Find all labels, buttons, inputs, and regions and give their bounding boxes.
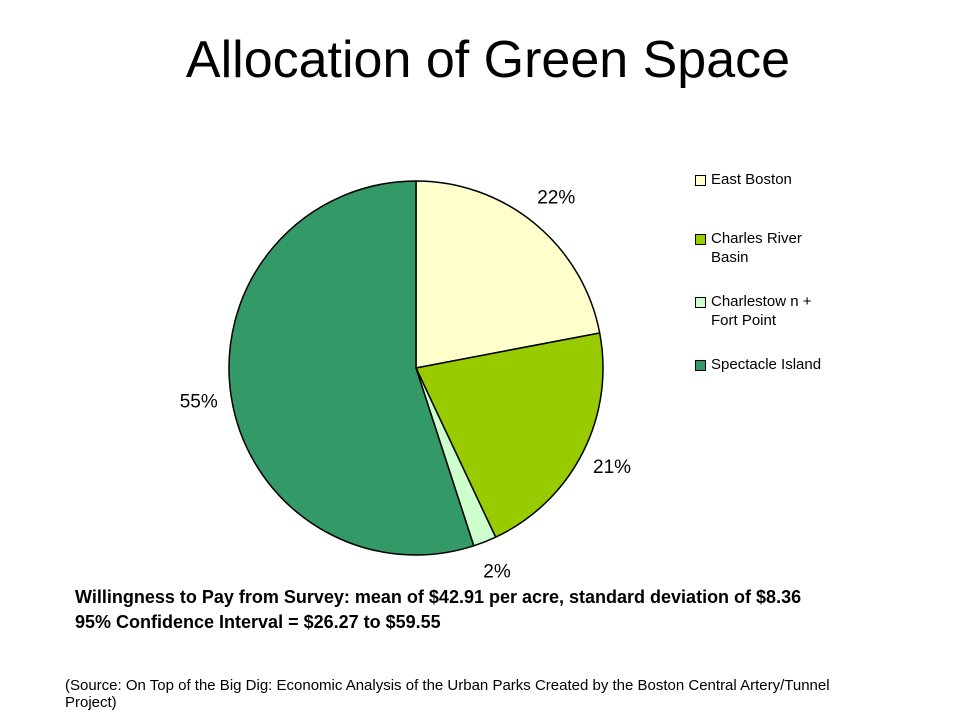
legend: East Boston Charles River Basin Charlestow… xyxy=(695,170,836,374)
legend-item: Charles River Basin xyxy=(695,229,836,267)
data-label: 2% xyxy=(483,562,511,583)
pie-slice xyxy=(415,180,601,369)
data-label: 55% xyxy=(180,391,218,412)
data-label: 21% xyxy=(593,457,631,478)
legend-item: East Boston xyxy=(695,170,836,189)
data-label: 22% xyxy=(537,188,575,209)
legend-swatch xyxy=(695,175,706,186)
legend-label: Charles River Basin xyxy=(711,230,802,266)
legend-label: Charlestow n + Fort Point xyxy=(711,293,812,329)
legend-swatch xyxy=(695,234,706,245)
legend-swatch xyxy=(695,360,706,371)
note: 95% Confidence Interval = $26.27 to $59.… xyxy=(75,612,441,632)
note: Willingness to Pay from Survey: mean of … xyxy=(75,587,802,607)
legend-label: East Boston xyxy=(711,171,792,188)
source-note: (Source: On Top of the Big Dig: Economic… xyxy=(65,677,830,711)
legend-item: Spectacle Island xyxy=(695,355,836,374)
legend-label: Spectacle Island xyxy=(711,356,822,373)
legend-swatch xyxy=(695,297,706,308)
pie-slice xyxy=(228,180,475,556)
chart-title: Allocation of Green Space xyxy=(185,31,791,89)
legend-item: Charlestow n + Fort Point xyxy=(695,292,836,330)
pie-slice xyxy=(414,332,604,539)
notes: Willingness to Pay from Survey: mean of … xyxy=(75,585,865,635)
